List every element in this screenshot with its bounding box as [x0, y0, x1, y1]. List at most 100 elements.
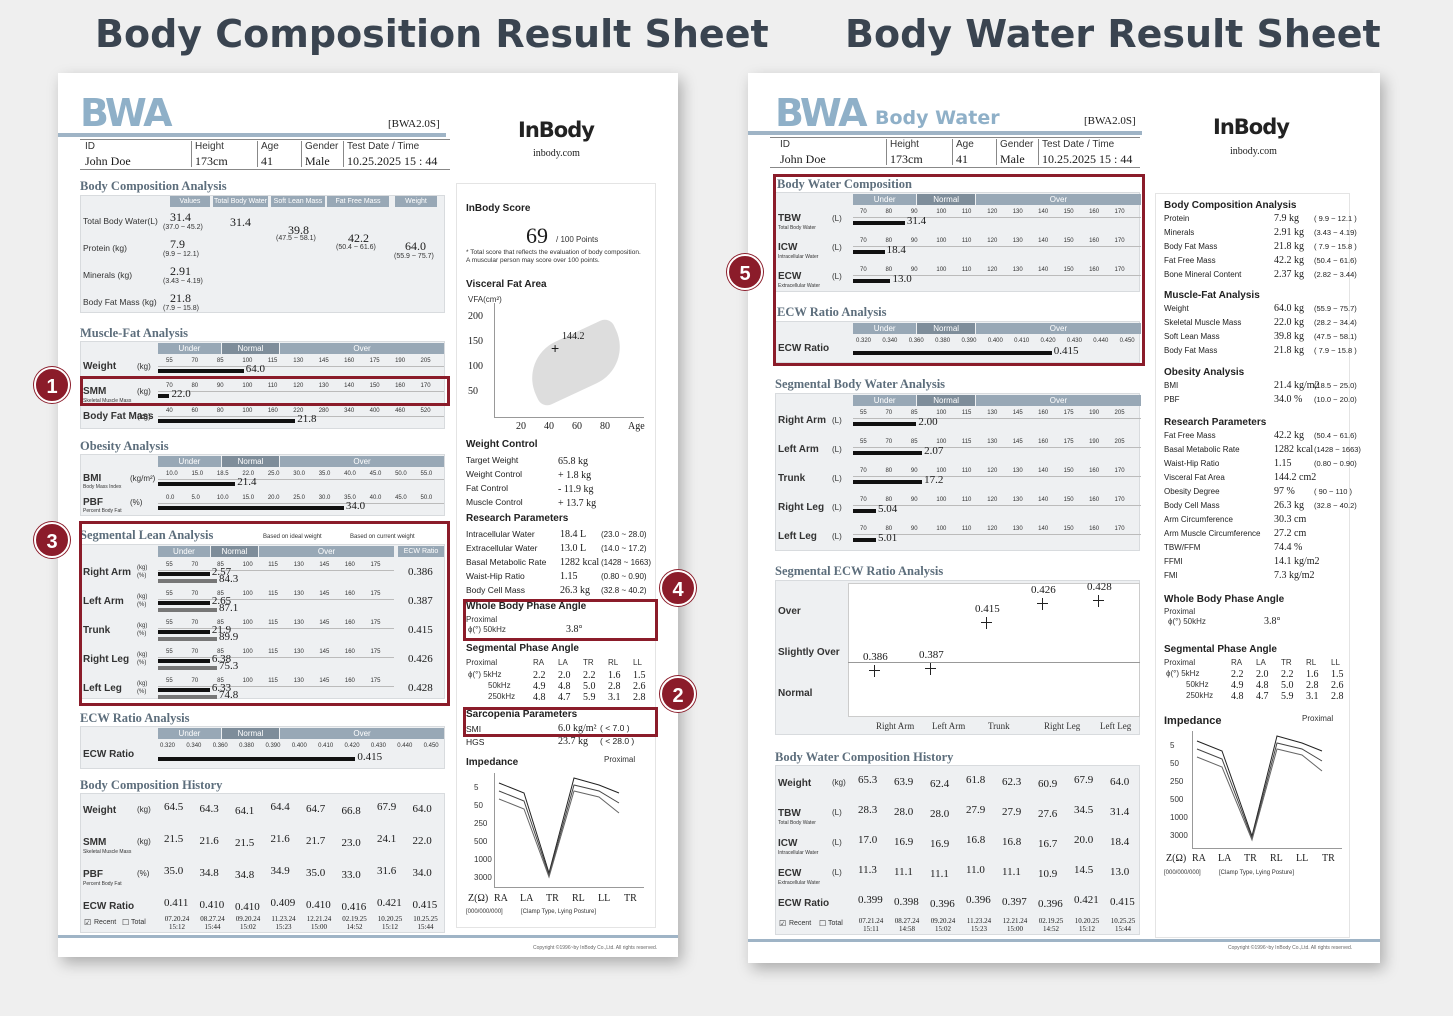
phase-angle-title: Whole Body Phase Angle: [1164, 594, 1285, 605]
left-sheet-title: Body Composition Result Sheet: [95, 12, 769, 56]
history-value: 34.8: [235, 869, 255, 881]
history-value: 34.8: [199, 867, 219, 879]
history-row-label: Weight: [83, 805, 117, 816]
side-row-label: PBF: [1164, 395, 1180, 404]
scale-tick: 130: [987, 410, 998, 416]
scale-tick: 70: [191, 591, 199, 597]
scale-tick: 110: [961, 267, 972, 273]
scale-tick: 0.320: [160, 743, 176, 749]
scale-tick: 520: [420, 408, 431, 414]
scale-tick: 85: [217, 620, 224, 626]
info-value: 10.25.2025 15 : 44: [347, 154, 438, 168]
scale-tick: 130: [987, 439, 998, 445]
scale-tick: 140: [1038, 526, 1049, 532]
spa-cell: 1.6: [1306, 669, 1319, 680]
history-date: 11.23.24 15:23: [271, 915, 296, 931]
scale-tick: 160: [344, 620, 355, 626]
sla-ecw-ratio: 0.386: [408, 566, 433, 578]
wc-value: - 11.9 kg: [558, 484, 594, 495]
spa-cell: 1.6: [608, 670, 621, 681]
history-date: 10.25.25 15:44: [1110, 917, 1136, 933]
scale-tick: 110: [961, 238, 972, 244]
info-label: Age: [261, 141, 279, 152]
history-value: 63.9: [894, 776, 914, 788]
scale-tick: 85: [217, 678, 224, 684]
sla-row-unit: (%): [137, 631, 147, 637]
scale-tick: 160: [1089, 468, 1100, 474]
row-line: [158, 479, 444, 480]
bwc-row-unit: (L): [832, 243, 842, 252]
phase-angle-value: 3.8°: [1264, 616, 1281, 627]
imp-lines: [494, 773, 644, 888]
spa-cell: 4.8: [1256, 680, 1269, 691]
scale-tick: 175: [370, 620, 381, 626]
history-row-label: ECW Ratio: [83, 901, 135, 912]
scale-tick: 10.0: [166, 471, 178, 477]
impedance-curves: [1196, 735, 1323, 842]
scale-tick: 30.0: [293, 471, 305, 477]
spa-head: LL: [633, 658, 642, 667]
scale-tick: 50.0: [420, 495, 433, 501]
secw-category: Left Leg: [1100, 721, 1132, 731]
scale-tick: 40.0: [344, 471, 356, 477]
bwc-row-sub: Total Body Water: [778, 225, 816, 231]
info-value: 173cm: [890, 152, 923, 166]
mfa-row-label: Body Fat Mass: [83, 411, 154, 422]
spa-head: RA: [533, 658, 545, 667]
bca-panel: [80, 195, 445, 313]
section-title-bca: Body Composition Analysis: [80, 179, 227, 193]
recent-label: Recent: [789, 920, 812, 927]
band-under: Under: [158, 546, 210, 557]
band-normal: Normal: [210, 546, 259, 557]
imp-y-tick: 500: [474, 837, 488, 846]
spa-cell: 2.8: [608, 681, 621, 692]
bca-row-label: Body Fat Mass (kg): [83, 297, 157, 307]
scale-tick: 140: [1038, 468, 1049, 474]
scale-tick: 100: [936, 439, 947, 445]
imp-note-1: [000/000/000]: [466, 909, 503, 915]
scale-tick: 460: [395, 408, 406, 414]
obesity-row-label: PBF: [83, 497, 103, 508]
side-row-value: 2.37 kg: [1274, 269, 1304, 280]
imp-y-tick: 250: [474, 819, 488, 828]
scale-tick: 115: [961, 439, 972, 445]
scale-tick: 70: [885, 410, 893, 416]
wc-value: + 1.8 kg: [558, 470, 592, 481]
side-row-range: (1428 ~ 1663): [1314, 445, 1361, 454]
imp-lines: [1192, 731, 1342, 849]
imp-x-label: LL: [1296, 853, 1309, 864]
side-row-range: (47.5 ~ 58.1): [1314, 332, 1357, 341]
side-block-title: Body Composition Analysis: [1164, 200, 1297, 211]
band-under: Under: [853, 194, 917, 205]
scale-tick: 55: [166, 562, 173, 568]
bca-weight-range: (55.9 ~ 75.7): [394, 253, 434, 260]
side-row-label: TBW/FFM: [1164, 543, 1201, 552]
scale-tick: 100: [242, 358, 253, 364]
impedance-plot: [1192, 731, 1342, 849]
spa-head: TR: [583, 658, 594, 667]
sla-row-unit: (%): [137, 660, 147, 666]
obesity-row-label: BMI: [83, 473, 102, 484]
value-bar: [853, 451, 923, 455]
sarc-range: ( < 7.0 ): [600, 723, 630, 733]
scale-tick: 55: [166, 591, 173, 597]
mfa-row-label: SMM: [83, 386, 107, 397]
scale-tick: 115: [268, 591, 278, 597]
value-bar: [853, 250, 885, 254]
history-date: 10.20.25 15:12: [1074, 917, 1100, 933]
history-value: 64.3: [199, 803, 219, 815]
scale-tick: 130: [1012, 267, 1023, 273]
imp-y-tick: 3000: [1170, 831, 1188, 840]
info-value: John Doe: [85, 154, 131, 168]
info-divider: [952, 139, 953, 165]
spa-cell: 5.0: [583, 681, 596, 692]
imp-note-1: [000/000/000]: [1164, 870, 1201, 876]
side-row-label: Obesity Degree: [1164, 487, 1220, 496]
history-value: 0.421: [1074, 894, 1099, 906]
scale-tick: 110: [267, 383, 278, 389]
scale-tick: 170: [1114, 526, 1125, 532]
scale-tick: 145: [319, 678, 330, 684]
mfa-panel: [80, 341, 445, 429]
total-label: Total: [828, 920, 843, 927]
history-value: 34.0: [412, 867, 432, 879]
